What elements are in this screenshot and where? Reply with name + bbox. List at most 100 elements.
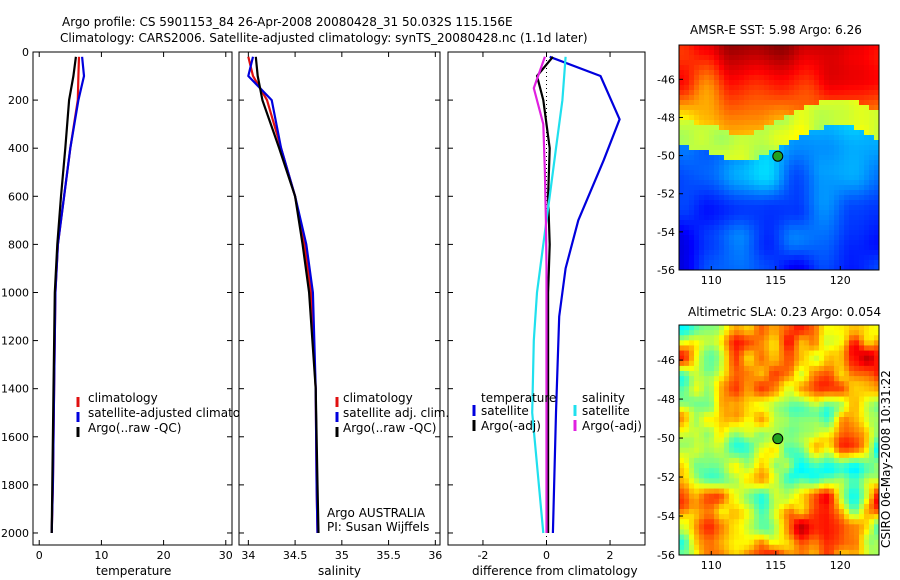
heatmap-cell — [804, 386, 810, 392]
heatmap-cell — [699, 200, 705, 206]
heatmap-cell — [829, 488, 835, 495]
heatmap-cell — [754, 155, 760, 161]
heatmap-cell — [794, 524, 800, 530]
heatmap-cell — [799, 185, 805, 191]
heatmap-cell — [859, 175, 865, 181]
heatmap-cell — [749, 381, 755, 387]
heatmap-cell — [779, 396, 785, 403]
heatmap-cell — [829, 170, 835, 176]
heatmap-cell — [829, 120, 835, 126]
heatmap-cell — [724, 110, 730, 116]
heatmap-cell — [699, 549, 705, 556]
heatmap-cell — [764, 85, 770, 91]
heatmap-cell — [724, 215, 730, 221]
heatmap-cell — [844, 50, 850, 56]
heatmap-cell — [814, 534, 820, 541]
heatmap-cell — [839, 45, 845, 51]
heatmap-cell — [779, 457, 785, 464]
heatmap-cell — [824, 205, 830, 211]
y-tick-label: 1200 — [1, 335, 29, 348]
heatmap-cell — [774, 519, 780, 525]
heatmap-cell — [804, 417, 810, 423]
heatmap-cell — [784, 180, 790, 186]
heatmap-cell — [849, 330, 855, 336]
heatmap-cell — [804, 437, 810, 443]
heatmap-cell — [799, 335, 805, 341]
heatmap-cell — [809, 185, 815, 191]
heatmap-cell — [789, 250, 795, 256]
heatmap-cell — [859, 255, 865, 261]
heatmap-cell — [689, 396, 695, 403]
heatmap-cell — [784, 245, 790, 251]
heatmap-cell — [849, 544, 855, 551]
heatmap-cell — [764, 396, 770, 403]
heatmap-cell — [744, 345, 750, 351]
heatmap-cell — [814, 130, 820, 136]
heatmap-cell — [734, 100, 740, 106]
heatmap-cell — [819, 255, 825, 261]
heatmap-cell — [774, 544, 780, 551]
heatmap-cell — [814, 45, 820, 51]
heatmap-cell — [779, 210, 785, 216]
heatmap-cell — [729, 260, 735, 266]
heatmap-cell — [689, 160, 695, 166]
heatmap-cell — [874, 422, 880, 428]
heatmap-cell — [789, 503, 795, 510]
heatmap-cell — [704, 371, 710, 377]
heatmap-cell — [689, 220, 695, 226]
heatmap-cell — [854, 345, 860, 351]
heatmap-cell — [699, 180, 705, 186]
heatmap-cell — [824, 105, 830, 111]
heatmap-cell — [834, 519, 840, 525]
heatmap-cell — [864, 427, 870, 433]
heatmap-cell — [804, 230, 810, 236]
heatmap-cell — [779, 80, 785, 86]
heatmap-cell — [784, 195, 790, 201]
heatmap-cell — [784, 498, 790, 505]
heatmap-cell — [704, 135, 710, 141]
heatmap-cell — [679, 529, 685, 535]
heatmap-cell — [739, 165, 745, 171]
heatmap-cell — [759, 437, 765, 443]
heatmap-cell — [799, 478, 805, 484]
heatmap-cell — [739, 180, 745, 186]
heatmap-cell — [729, 452, 735, 459]
heatmap-cell — [864, 155, 870, 161]
heatmap-cell — [829, 360, 835, 367]
heatmap-cell — [734, 255, 740, 261]
heatmap-cell — [854, 447, 860, 454]
heatmap-cell — [709, 65, 715, 71]
heatmap-cell — [814, 50, 820, 56]
heatmap-cell — [754, 330, 760, 336]
heatmap-cell — [759, 365, 765, 372]
heatmap-cell — [779, 345, 785, 351]
heatmap-cell — [719, 235, 725, 241]
heatmap-cell — [864, 544, 870, 551]
heatmap-cell — [874, 391, 880, 397]
heatmap-cell — [814, 245, 820, 251]
heatmap-cell — [754, 519, 760, 525]
heatmap-cell — [799, 442, 805, 449]
heatmap-cell — [754, 130, 760, 136]
heatmap-cell — [729, 503, 735, 510]
heatmap-cell — [854, 165, 860, 171]
heatmap-cell — [699, 155, 705, 161]
heatmap-cell — [779, 110, 785, 116]
y-tick-label: 2000 — [1, 527, 29, 540]
heatmap-cell — [764, 80, 770, 86]
heatmap-cell — [789, 140, 795, 146]
heatmap-cell — [864, 70, 870, 76]
heatmap-cell — [794, 350, 800, 357]
heatmap-cell — [789, 549, 795, 556]
heatmap-cell — [684, 437, 690, 443]
heatmap-cell — [824, 115, 830, 121]
heatmap-cell — [874, 160, 880, 166]
heatmap-cell — [769, 473, 775, 479]
heatmap-cell — [744, 330, 750, 336]
heatmap-cell — [764, 105, 770, 111]
heatmap-cell — [819, 195, 825, 201]
heatmap-cell — [814, 509, 820, 515]
heatmap-cell — [684, 534, 690, 541]
heatmap-cell — [799, 391, 805, 397]
heatmap-cell — [754, 205, 760, 211]
